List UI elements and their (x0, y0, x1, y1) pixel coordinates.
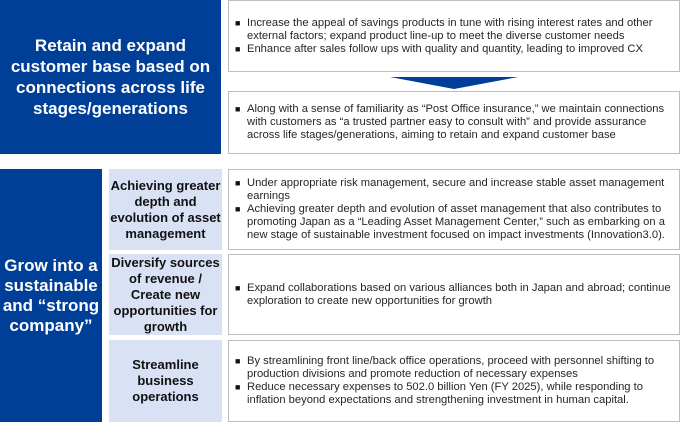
bullet-square-icon: ■ (235, 43, 241, 54)
down-arrow-icon (390, 77, 518, 89)
row-label-diversify-revenue: Diversify sources of revenue / Create ne… (109, 254, 222, 335)
bullet-square-icon: ■ (235, 382, 241, 392)
diversify-revenue-box: ■ Expand collaborations based on various… (228, 254, 680, 335)
list-item: ■ By streamlining front line/back office… (235, 355, 655, 380)
streamline-operations-box: ■ By streamlining front line/back office… (228, 340, 680, 422)
section-title-text: Grow into a sustainable and “strong comp… (2, 255, 100, 335)
bullet-square-icon: ■ (235, 178, 241, 188)
list-item: ■ Increase the appeal of savings product… (235, 16, 653, 42)
list-item: ■ Expand collaborations based on various… (235, 281, 671, 307)
customer-initiatives-box: ■ Increase the appeal of savings product… (228, 0, 680, 72)
list-item: ■ Enhance after sales follow ups with qu… (235, 42, 643, 55)
bullet-square-icon: ■ (235, 282, 241, 293)
list-item: ■ Achieving greater depth and evolution … (235, 203, 665, 241)
list-item: ■ Reduce necessary expenses to 502.0 bil… (235, 381, 643, 406)
list-item: ■ Along with a sense of familiarity as “… (235, 103, 665, 141)
bullet-square-icon: ■ (235, 17, 241, 28)
bullet-square-icon: ■ (235, 204, 241, 214)
customer-outcome-box: ■ Along with a sense of familiarity as “… (228, 91, 680, 154)
asset-management-box: ■ Under appropriate risk management, sec… (228, 169, 680, 250)
section-customer-base-title: Retain and expand customer base based on… (0, 0, 221, 154)
section-strong-company-title: Grow into a sustainable and “strong comp… (0, 169, 102, 422)
section-title-text: Retain and expand customer base based on… (10, 36, 211, 118)
bullet-square-icon: ■ (235, 104, 241, 114)
row-label-streamline-operations: Streamline business operations (109, 340, 222, 422)
list-item: ■ Under appropriate risk management, sec… (235, 177, 665, 202)
row-label-asset-management: Achieving greater depth and evolution of… (109, 169, 222, 250)
bullet-square-icon: ■ (235, 356, 241, 366)
